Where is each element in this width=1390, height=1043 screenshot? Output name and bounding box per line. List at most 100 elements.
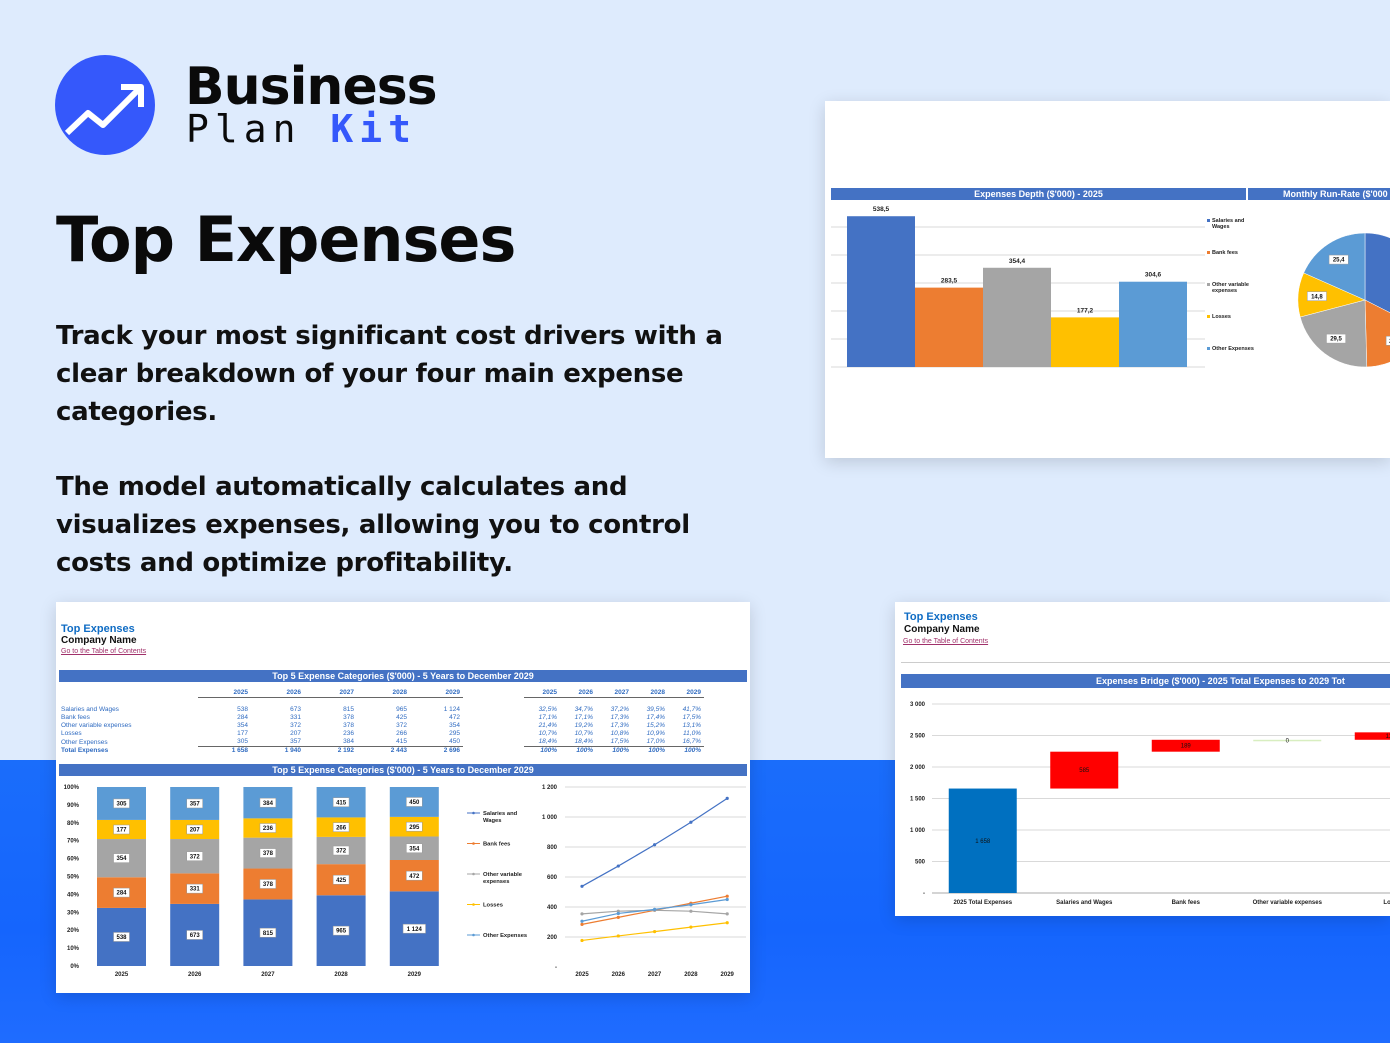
x-tick-label: 2027 [261,972,275,978]
toc-link[interactable]: Go to the Table of Contents [903,638,989,645]
pie-slice [1364,299,1390,368]
table-cell: 19,2% [574,722,593,730]
bar [1119,281,1187,367]
x-tick-label: 2025 [115,972,129,978]
bar-value-label: 304,6 [1145,272,1162,279]
data-label-box [259,848,277,858]
table-cell: 357 [290,738,301,746]
data-label: 331 [190,887,201,893]
data-label: 266 [336,825,347,831]
waterfall-bar [1151,739,1220,752]
table-cell: 10,9% [646,730,665,738]
expenses-depth-chart: 538,5 283,5 354,4 177,2 304,6 Salaries andWag… [831,206,1390,368]
data-point [616,915,620,919]
table-cell: 384 [343,738,354,746]
column-header: 2028 [357,689,410,698]
brand-plan: Plan [186,107,302,151]
data-label: 354 [409,846,420,852]
description-1: Track your most significant cost drivers… [56,321,723,427]
column-header: 2025 [524,689,560,698]
table-cell: 1 124 [443,705,460,713]
data-point [616,909,620,913]
table-cell: 17,1% [574,713,593,721]
legend-swatch [1207,219,1210,222]
data-point [689,820,693,824]
table-cell: 17,5% [682,713,701,721]
bar [1051,317,1119,367]
table-cell: 2 443 [357,746,410,756]
table-cell: 305 [237,738,248,746]
table-row: 21,4% 19,2% 17,3% 15,2% 13,1% [524,722,704,730]
data-label-box [259,823,277,833]
legend-label: Wages [483,818,501,824]
brand-name-line1: Business [185,57,438,117]
legend-swatch [1207,283,1210,286]
data-label-box [406,843,423,853]
table-row: Other variable expenses 354 372 378 372 354 [58,722,463,730]
table-cell: 11,0% [683,730,701,738]
y-tick-label: 1 200 [542,785,558,791]
bar [983,267,1051,367]
y-tick-label: 50% [67,875,80,881]
trend-arrow-icon [55,55,155,155]
chart-header: Expenses Depth ($'000) - 2025 [831,188,1246,200]
pie-slice [1299,299,1368,368]
legend-label: expenses [1212,288,1237,294]
series-line [581,797,728,887]
y-tick-label: 20% [67,928,80,934]
y-tick-label: - [555,965,557,971]
expense-table: 2025 2026 2027 2028 2029 Salaries and Wages 53… [58,689,463,756]
data-point [616,911,620,916]
table-cell: 18,4% [574,738,593,746]
data-label: 357 [190,802,201,808]
column-header: 2029 [410,689,463,698]
table-cell: 100% [596,746,632,756]
table-cell: 354 [237,722,248,730]
table-header-row: 2025 2026 2027 2028 2029 [58,689,463,698]
x-tick-label: 2025 [575,972,589,978]
bar-value-label: 585 [1079,768,1090,774]
data-label-box [186,851,203,861]
data-point [725,921,729,925]
data-label-box [1307,291,1327,301]
table-cell: 100% [524,746,560,756]
table-row: Losses 177 207 236 266 295 [58,730,463,738]
data-point [580,922,584,926]
table-cell: 17,3% [610,722,629,730]
legend-marker [472,842,475,845]
data-point [689,925,693,929]
legend-marker [472,811,475,815]
column-header: 2026 [251,689,304,698]
legend-swatch [1207,347,1210,350]
data-label: 384 [263,801,274,807]
table-row: 18,4% 18,4% 17,5% 17,0% 16,7% [524,738,704,747]
company-name: Company Name [904,624,980,635]
table-cell: 10,7% [538,730,557,738]
data-label-box [1385,336,1390,346]
waterfall-bar [1354,732,1390,740]
y-tick-label: 2 000 [910,765,926,771]
y-tick-label: 1 500 [910,797,926,803]
table-cell: 354 [449,722,460,730]
chart-header: Expenses Bridge ($'000) - 2025 Total Exp… [901,674,1390,688]
toc-link[interactable]: Go to the Table of Contents [61,648,147,655]
bar [915,287,983,367]
table-cell: 472 [449,713,460,721]
table-cell: Total Expenses [61,747,109,755]
divider [901,662,1390,663]
data-point [580,938,584,943]
x-tick-label: Other variable expenses [1253,900,1323,906]
table-cell: 17,5% [610,738,629,746]
data-point [725,894,729,898]
y-tick-label: 800 [547,845,558,851]
data-label-box [406,797,423,807]
table-cell: 815 [343,705,354,713]
data-label: 29,5 [1330,337,1342,343]
legend-label: Salaries and [1212,218,1244,224]
table-cell: Other Expenses [61,738,108,746]
table-row: Salaries and Wages 538 673 815 965 1 124 [58,706,463,714]
data-label-box [186,824,203,835]
table-cell: 32,5% [538,705,557,713]
data-label: 538 [116,935,127,941]
data-label-box [406,821,423,832]
